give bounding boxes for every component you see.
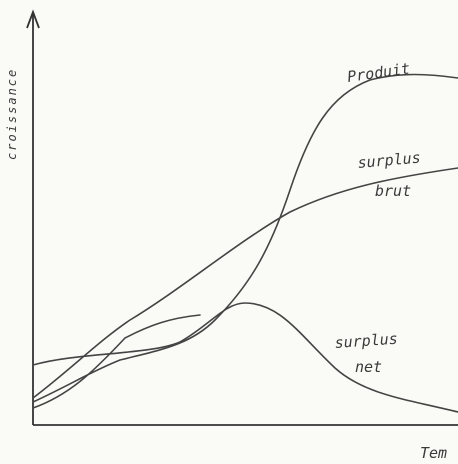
diagram: croissance Tem Produit surplus brut surp… <box>0 0 458 464</box>
y-axis-label: croissance <box>5 68 19 160</box>
curve-label: brut <box>375 182 411 200</box>
x-axis-label: Tem <box>420 444 447 462</box>
curve-label: net <box>355 358 382 376</box>
